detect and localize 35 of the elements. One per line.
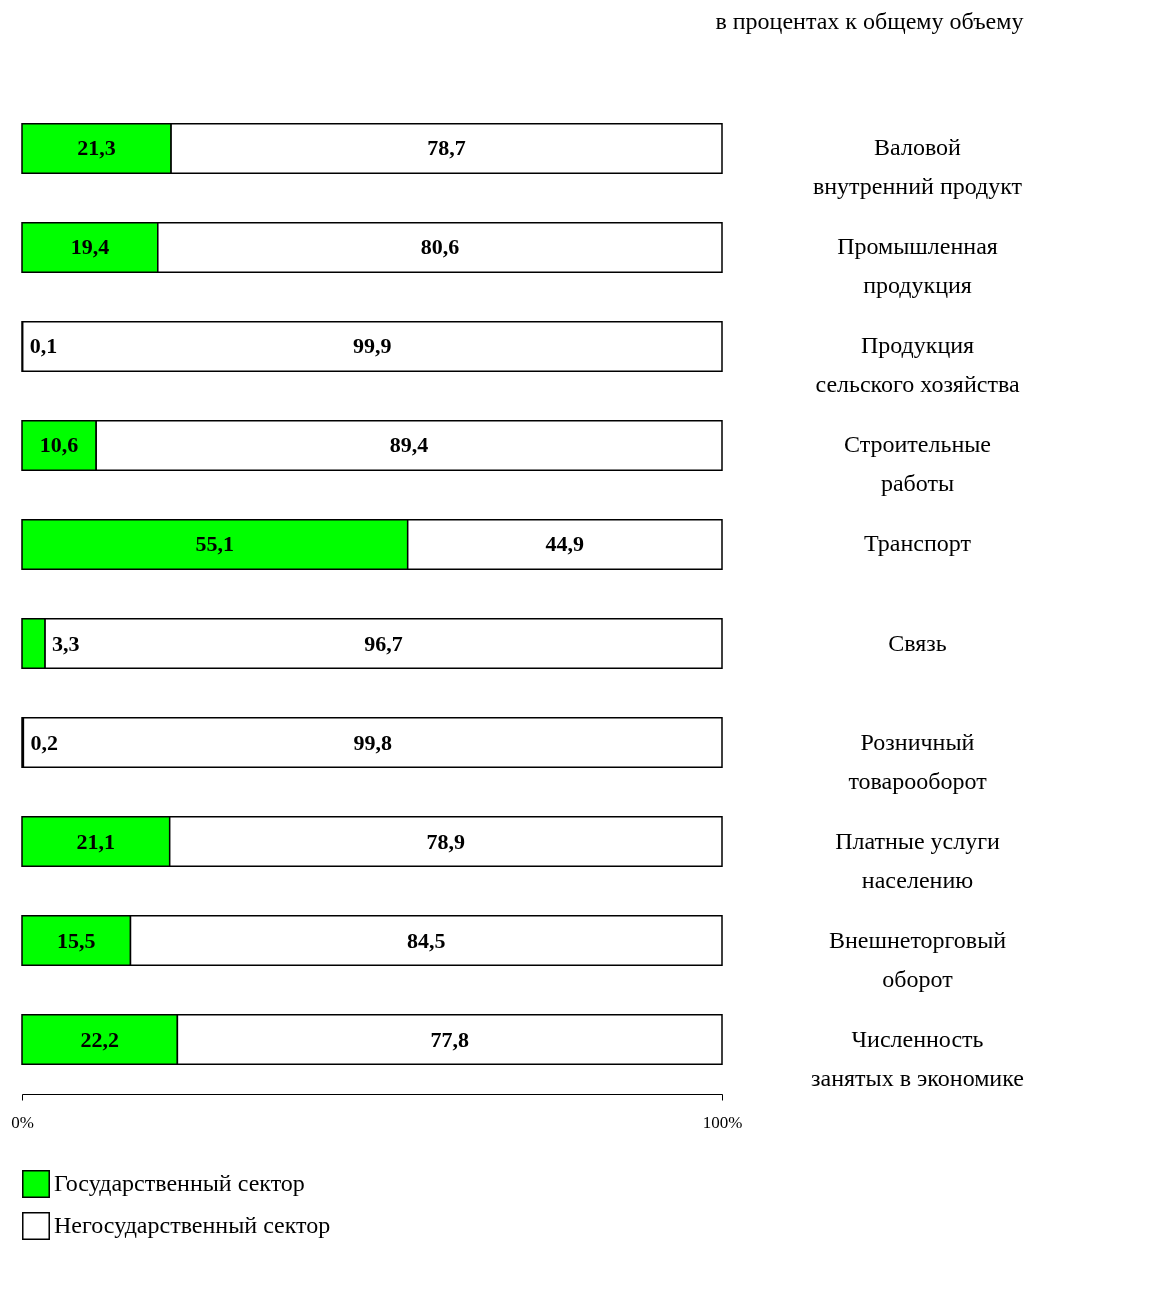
data-label: 77,8 xyxy=(430,1026,469,1052)
legend-label: Негосударственный сектор xyxy=(54,1212,331,1238)
data-label: 19,4 xyxy=(70,234,110,260)
data-label: 99,9 xyxy=(353,333,392,359)
data-label: 3,3 xyxy=(52,630,80,656)
data-label: 0,2 xyxy=(30,729,58,755)
data-label: 55,1 xyxy=(195,531,235,557)
data-label: 78,9 xyxy=(426,828,466,854)
x-tick-label: 100% xyxy=(702,1112,743,1132)
y-tick-label: Продукция сельского хозяйства xyxy=(815,332,1020,398)
y-tick-label: Строительные работы xyxy=(844,431,991,497)
data-label: 89,4 xyxy=(389,432,429,458)
y-tick-label: Промышленная продукция xyxy=(837,233,998,299)
data-label: 80,6 xyxy=(420,234,460,260)
data-label: 78,7 xyxy=(427,135,466,161)
data-label: 22,2 xyxy=(80,1026,119,1052)
legend-label: Государственный сектор xyxy=(54,1170,305,1196)
y-tick-label: Транспорт xyxy=(864,530,972,557)
y-tick-label: Платные услуги населению xyxy=(835,827,1001,893)
y-tick-label: Валовой внутренний продукт xyxy=(812,134,1023,200)
data-label: 15,5 xyxy=(57,927,96,953)
data-label: 44,9 xyxy=(545,531,585,557)
y-tick-label: Численность занятых в экономике xyxy=(811,1025,1024,1091)
data-label: 0,1 xyxy=(29,333,58,359)
data-label: 99,8 xyxy=(353,729,392,755)
data-label: 21,1 xyxy=(76,828,116,854)
text: в процентах к общему объему xyxy=(715,8,1024,34)
data-label: 10,6 xyxy=(39,432,79,458)
x-tick-label: 0% xyxy=(11,1112,34,1132)
data-label: 96,7 xyxy=(364,630,403,656)
data-label: 21,3 xyxy=(77,135,116,161)
y-tick-label: Связь xyxy=(888,629,947,656)
y-tick-label: Розничный товарооборот xyxy=(848,728,988,794)
y-tick-label: Внешнеторговый оборот xyxy=(828,926,1007,992)
data-label: 84,5 xyxy=(407,927,446,953)
